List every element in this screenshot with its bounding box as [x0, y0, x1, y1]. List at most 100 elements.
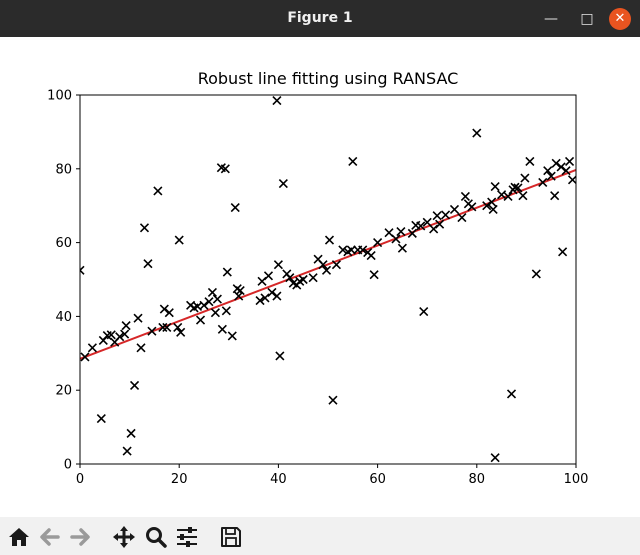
data-point	[373, 238, 383, 248]
data-point	[513, 183, 523, 193]
data-point	[87, 343, 97, 353]
data-point	[272, 95, 282, 106]
forward-icon	[70, 528, 90, 546]
configure-subplots-button[interactable]	[174, 524, 200, 550]
data-point	[263, 271, 274, 281]
data-point	[195, 315, 206, 325]
data-point	[510, 182, 520, 192]
data-point	[490, 181, 500, 192]
scatter-plot: 0 20 40 60 80 100 0 20 40 60 80 100	[47, 89, 589, 488]
data-point	[147, 326, 157, 336]
zoom-icon	[146, 527, 167, 548]
data-point	[174, 235, 184, 245]
data-point	[449, 204, 460, 214]
data-point	[199, 300, 209, 310]
data-point	[321, 265, 332, 275]
minimize-icon[interactable]: —	[544, 11, 558, 27]
data-point	[358, 245, 368, 255]
data-point	[285, 273, 295, 283]
data-point	[308, 273, 318, 283]
home-button[interactable]	[6, 524, 32, 550]
data-point	[506, 389, 517, 399]
configure-subplots-icon	[177, 527, 197, 547]
data-point	[561, 166, 571, 176]
data-point	[275, 351, 285, 361]
data-point	[407, 228, 417, 238]
y-tick-label: 80	[55, 162, 72, 177]
axes-frame	[79, 94, 577, 465]
data-point	[234, 291, 244, 301]
pan-button[interactable]	[111, 524, 137, 550]
save-button[interactable]	[218, 524, 244, 550]
data-point	[153, 186, 163, 196]
data-point	[472, 128, 482, 138]
data-point	[429, 224, 439, 234]
data-point	[503, 191, 513, 202]
x-tick-label: 60	[369, 472, 386, 487]
data-point	[136, 343, 146, 353]
y-tick-label: 40	[55, 310, 72, 325]
x-tick-label: 40	[270, 472, 287, 487]
data-point	[80, 352, 90, 362]
data-point	[80, 265, 85, 275]
data-point	[567, 175, 576, 185]
maximize-icon[interactable]: □	[580, 11, 594, 27]
data-point	[212, 294, 222, 304]
data-point	[543, 166, 553, 176]
back-icon	[40, 528, 60, 546]
data-point	[396, 226, 406, 237]
data-point	[369, 270, 379, 280]
data-point	[397, 243, 407, 253]
data-point	[457, 212, 467, 223]
data-point	[497, 190, 507, 200]
data-point	[490, 453, 500, 463]
data-point	[531, 269, 541, 279]
data-point	[518, 191, 528, 201]
data-point	[550, 191, 560, 201]
data-point	[487, 197, 497, 207]
data-point	[221, 306, 231, 316]
data-point	[278, 178, 288, 189]
home-icon	[9, 528, 29, 546]
data-point	[207, 287, 217, 297]
data-point	[115, 332, 125, 342]
toolbar	[0, 517, 640, 555]
close-icon[interactable]: ✕	[609, 8, 631, 30]
y-tick-label: 60	[55, 236, 72, 251]
data-point	[419, 307, 429, 317]
back-button[interactable]	[37, 524, 63, 550]
data-point	[106, 330, 116, 340]
data-point	[538, 177, 548, 188]
figure-canvas: Robust line fitting using RANSAC 0 20 40 60…	[0, 37, 640, 517]
data-point	[129, 380, 140, 390]
data-point	[440, 210, 451, 220]
data-point	[331, 260, 341, 270]
data-point	[348, 156, 358, 166]
data-point	[525, 156, 535, 166]
zoom-button[interactable]	[143, 524, 169, 550]
y-tick-label: 0	[64, 458, 72, 473]
x-tick-label: 80	[469, 472, 486, 487]
data-point	[467, 202, 477, 212]
data-point	[176, 327, 186, 337]
data-point	[204, 297, 214, 307]
data-point	[222, 267, 232, 277]
data-point	[416, 221, 426, 231]
data-point	[267, 287, 277, 297]
save-icon	[221, 527, 241, 547]
data-point	[564, 156, 575, 166]
x-tick-label: 100	[564, 472, 589, 487]
data-point	[488, 204, 498, 214]
data-point	[96, 414, 106, 424]
data-point	[210, 308, 220, 318]
data-point	[227, 331, 237, 341]
data-point	[143, 259, 153, 269]
data-point	[220, 164, 230, 174]
data-point	[298, 274, 308, 285]
window-titlebar: Figure 1 — □ ✕	[0, 0, 640, 37]
data-point	[235, 286, 245, 296]
data-point	[162, 322, 172, 333]
chart-title: Robust line fitting using RANSAC	[197, 69, 459, 88]
y-tick-label: 100	[47, 89, 72, 104]
forward-button[interactable]	[67, 524, 93, 550]
